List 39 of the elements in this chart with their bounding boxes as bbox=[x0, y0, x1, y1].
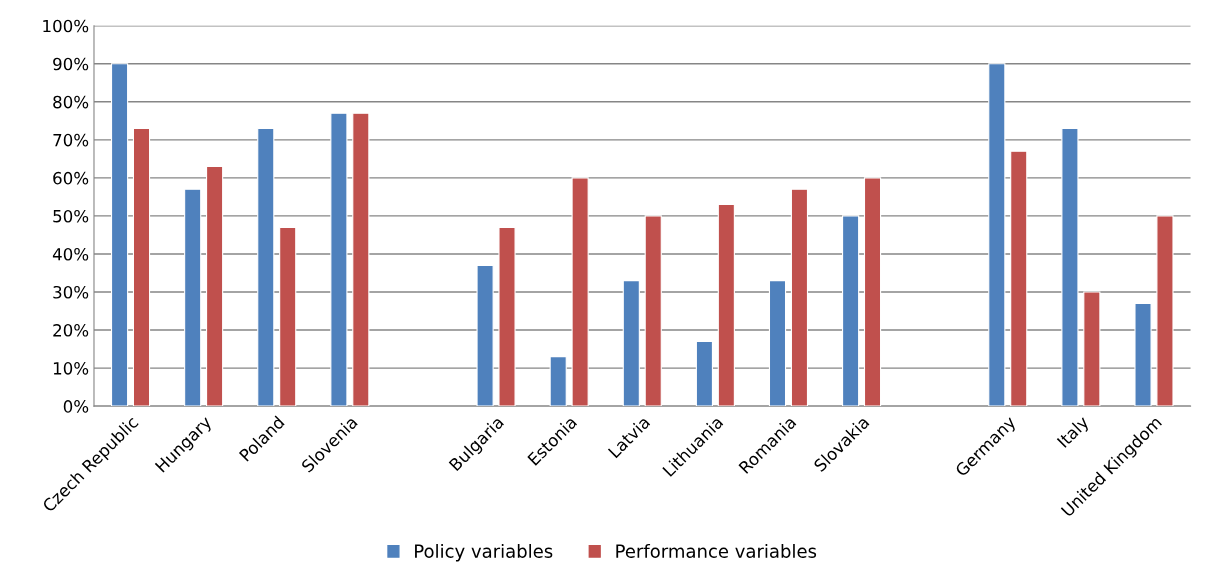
bar bbox=[863, 177, 882, 407]
bar bbox=[330, 112, 348, 407]
y-tick-label: 50% bbox=[53, 209, 89, 223]
bar bbox=[768, 280, 787, 407]
bar bbox=[257, 127, 275, 407]
bar bbox=[988, 63, 1006, 407]
bar bbox=[695, 340, 713, 407]
bar bbox=[498, 226, 516, 407]
bar bbox=[110, 63, 129, 407]
bar bbox=[1134, 302, 1152, 407]
y-tick-label: 30% bbox=[53, 285, 89, 299]
y-tick-label: 40% bbox=[52, 247, 89, 261]
bar bbox=[790, 188, 809, 407]
bar bbox=[571, 177, 589, 407]
bar bbox=[1156, 215, 1174, 407]
y-tick-label: 60% bbox=[53, 171, 89, 185]
y-tick-label: 0% bbox=[63, 400, 89, 413]
y-tick-label: 70% bbox=[53, 133, 89, 147]
bar bbox=[132, 127, 151, 407]
y-tick-label: 80% bbox=[53, 95, 89, 109]
bar bbox=[644, 215, 662, 407]
legend-label: Performance variables bbox=[616, 544, 817, 558]
legend-label: Policy variables bbox=[415, 544, 553, 562]
y-tick-label: 100% bbox=[43, 19, 89, 33]
bar bbox=[549, 356, 567, 407]
bar bbox=[184, 188, 202, 407]
bar bbox=[279, 226, 297, 407]
bar bbox=[622, 280, 640, 407]
bar bbox=[1083, 291, 1101, 407]
y-tick-label: 90% bbox=[53, 57, 89, 71]
bar bbox=[476, 264, 494, 407]
y-tick-label: 10% bbox=[53, 362, 89, 375]
y-tick-label: 20% bbox=[53, 324, 89, 337]
bar bbox=[1010, 150, 1028, 407]
bar bbox=[352, 112, 370, 407]
bar bbox=[717, 203, 735, 407]
bar bbox=[1061, 127, 1079, 407]
bar bbox=[842, 215, 860, 407]
bar bbox=[206, 165, 224, 407]
